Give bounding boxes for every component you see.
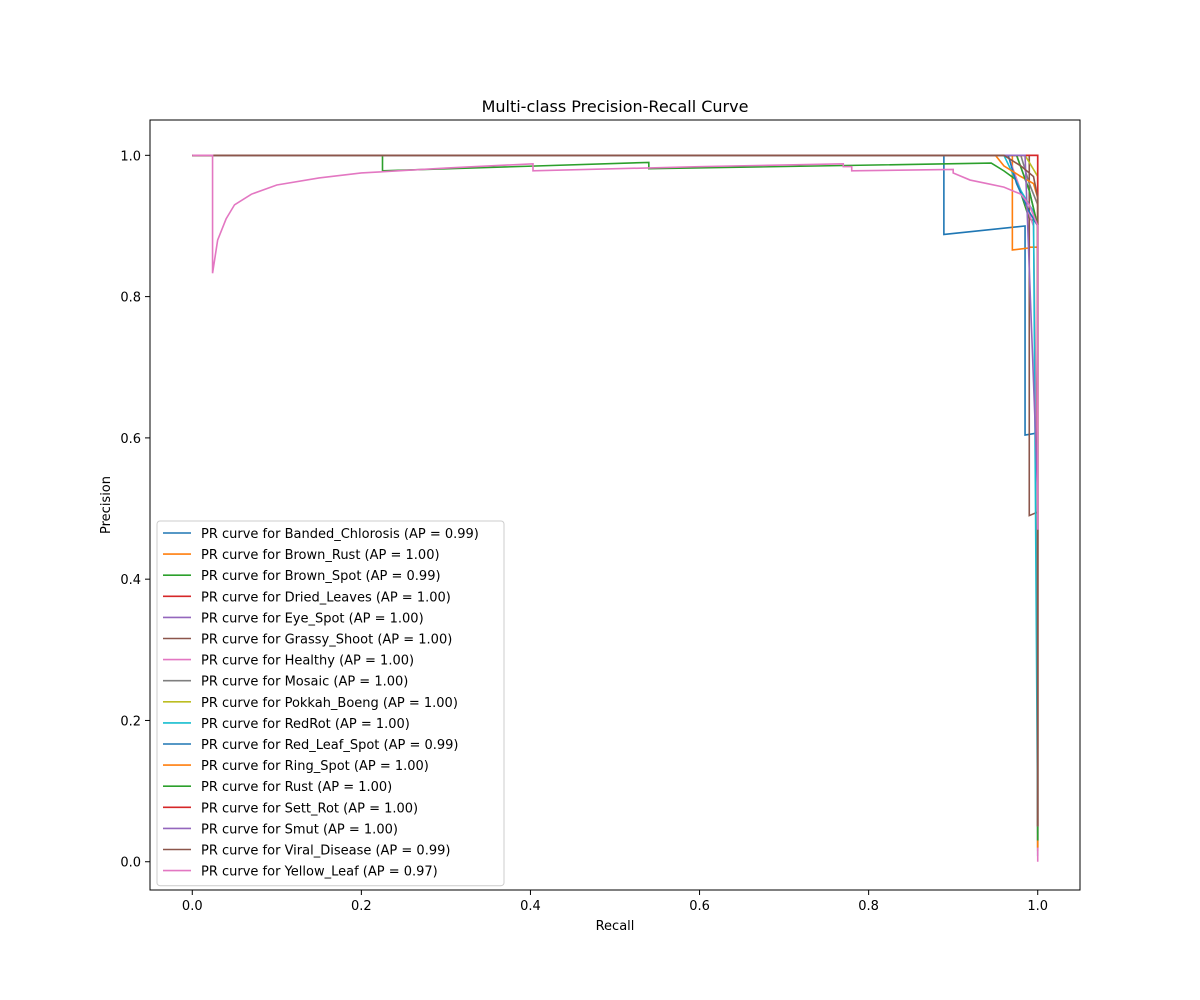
legend-entry-0: PR curve for Banded_Chlorosis (AP = 0.99… bbox=[201, 527, 479, 542]
legend-entry-12: PR curve for Rust (AP = 1.00) bbox=[201, 780, 392, 795]
x-tick-label: 0.8 bbox=[858, 899, 879, 914]
legend-entry-14: PR curve for Smut (AP = 1.00) bbox=[201, 822, 398, 837]
legend-entry-7: PR curve for Mosaic (AP = 1.00) bbox=[201, 675, 408, 690]
x-tick-label: 0.6 bbox=[689, 899, 710, 914]
legend-entry-16: PR curve for Yellow_Leaf (AP = 0.97) bbox=[201, 865, 438, 880]
y-tick-label: 0.4 bbox=[120, 573, 141, 588]
x-tick-label: 0.4 bbox=[520, 899, 541, 914]
y-tick-label: 0.6 bbox=[120, 432, 141, 447]
legend-entry-6: PR curve for Healthy (AP = 1.00) bbox=[201, 654, 414, 669]
legend-entry-8: PR curve for Pokkah_Boeng (AP = 1.00) bbox=[201, 696, 458, 711]
legend-entry-3: PR curve for Dried_Leaves (AP = 1.00) bbox=[201, 590, 451, 605]
legend-entry-1: PR curve for Brown_Rust (AP = 1.00) bbox=[201, 548, 440, 563]
plot-frame bbox=[149, 119, 1081, 891]
chart-title: Multi-class Precision-Recall Curve bbox=[482, 97, 749, 116]
series-line-16 bbox=[192, 154, 1039, 530]
y-tick-label: 0.0 bbox=[120, 856, 141, 871]
legend: PR curve for Banded_Chlorosis (AP = 0.99… bbox=[156, 520, 505, 887]
legend-entry-13: PR curve for Sett_Rot (AP = 1.00) bbox=[201, 801, 418, 816]
x-tick-label: 0.2 bbox=[351, 899, 372, 914]
legend-box bbox=[156, 520, 505, 887]
y-tick-label: 0.2 bbox=[120, 714, 141, 729]
y-axis-label: Precision bbox=[99, 476, 114, 534]
x-tick-label: 0.0 bbox=[182, 899, 203, 914]
legend-entry-11: PR curve for Ring_Spot (AP = 1.00) bbox=[201, 759, 429, 774]
y-axis: 0.0 0.2 0.4 0.6 0.8 1.0 bbox=[120, 149, 150, 871]
x-axis: 0.0 0.2 0.4 0.6 0.8 1.0 bbox=[182, 890, 1048, 914]
y-tick-label: 0.8 bbox=[120, 291, 141, 306]
x-tick-label: 1.0 bbox=[1027, 899, 1048, 914]
legend-entry-5: PR curve for Grassy_Shoot (AP = 1.00) bbox=[201, 633, 452, 648]
legend-entry-10: PR curve for Red_Leaf_Spot (AP = 0.99) bbox=[201, 738, 459, 753]
legend-entry-15: PR curve for Viral_Disease (AP = 0.99) bbox=[201, 844, 450, 859]
legend-entry-2: PR curve for Brown_Spot (AP = 0.99) bbox=[201, 569, 441, 584]
legend-entry-9: PR curve for RedRot (AP = 1.00) bbox=[201, 717, 410, 732]
series-layer bbox=[192, 154, 1039, 862]
legend-entry-4: PR curve for Eye_Spot (AP = 1.00) bbox=[201, 611, 424, 626]
x-axis-label: Recall bbox=[596, 919, 635, 934]
y-tick-label: 1.0 bbox=[120, 149, 141, 164]
